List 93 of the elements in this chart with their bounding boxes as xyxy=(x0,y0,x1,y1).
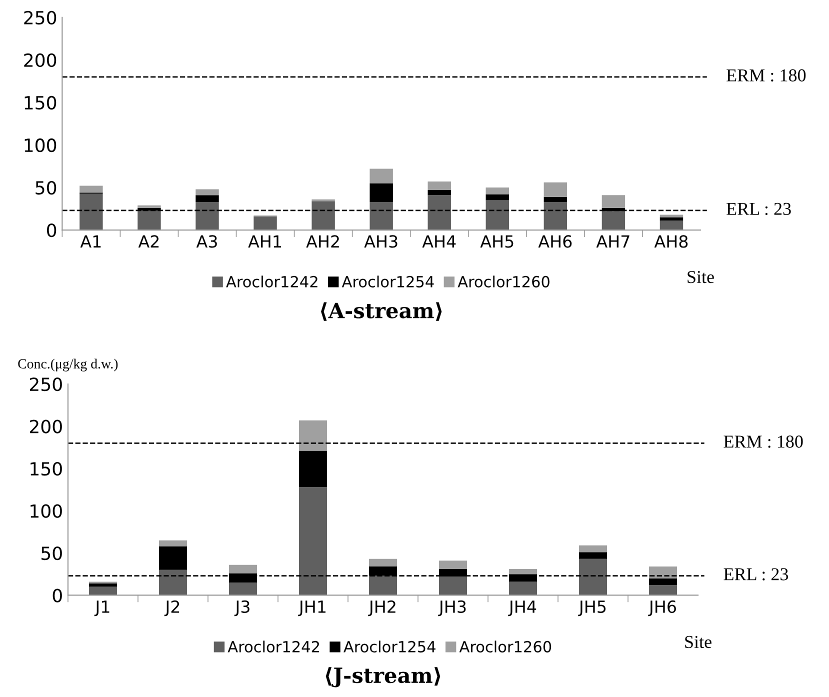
x-tick-label: JH2 xyxy=(368,600,396,616)
bar xyxy=(298,450,327,488)
y-tick-label: 200 xyxy=(24,53,56,68)
bar xyxy=(649,585,678,596)
legend-label: Aroclor1260 xyxy=(459,640,552,652)
bar xyxy=(579,558,608,596)
x-tick-label: A3 xyxy=(196,235,217,248)
x-tick-label: AH6 xyxy=(538,235,572,248)
y-tick-label: 200 xyxy=(30,420,62,434)
x-tick-label: AH8 xyxy=(654,235,688,248)
y-tick-label: 250 xyxy=(30,378,62,392)
bar xyxy=(80,193,103,230)
x-tick-label: JH5 xyxy=(578,600,606,616)
bar xyxy=(138,205,161,208)
bar xyxy=(196,189,219,196)
x-tick-label: AH7 xyxy=(596,235,630,248)
bar xyxy=(370,183,393,202)
bar xyxy=(368,558,397,567)
x-tick-label: JH3 xyxy=(438,600,466,616)
x-tick-label: JH6 xyxy=(648,600,676,616)
bar xyxy=(439,576,468,596)
bar xyxy=(158,570,187,596)
ref-line-label: ERM : 180 xyxy=(724,436,803,448)
bar xyxy=(509,582,538,596)
x-tick-label: A2 xyxy=(138,235,159,248)
bar xyxy=(486,200,510,230)
x-axis-title: Site xyxy=(688,270,714,284)
bar xyxy=(579,545,608,552)
x-tick-label: AH5 xyxy=(480,235,514,248)
x-tick-label: J1 xyxy=(94,600,110,616)
bar xyxy=(544,202,568,230)
bar xyxy=(649,566,678,578)
legend-label: Aroclor1242 xyxy=(228,640,319,652)
x-tick-label: AH2 xyxy=(306,235,339,248)
y-tick-label: 150 xyxy=(24,96,56,110)
bar xyxy=(439,560,468,570)
bar xyxy=(649,578,678,586)
ref-line-label: ERM : 180 xyxy=(726,69,806,82)
x-axis-title: Site xyxy=(685,636,712,648)
bar xyxy=(660,214,684,218)
bar xyxy=(602,195,626,208)
bar xyxy=(88,583,117,587)
bar xyxy=(298,487,327,596)
bar xyxy=(428,195,451,230)
y-tick-label: 0 xyxy=(47,223,56,238)
x-tick-label: J2 xyxy=(164,600,180,616)
bar xyxy=(368,576,397,596)
bar xyxy=(80,186,103,193)
y-tick-label: 250 xyxy=(24,10,56,25)
bar xyxy=(196,202,219,230)
bar xyxy=(579,552,608,559)
legend-label: Aroclor1254 xyxy=(342,276,434,288)
x-tick-label: AH4 xyxy=(422,235,456,248)
x-tick-label: JH1 xyxy=(298,600,326,616)
bar xyxy=(138,210,161,230)
legend-label: Aroclor1254 xyxy=(344,640,436,652)
x-tick-label: JH4 xyxy=(508,600,536,616)
bar xyxy=(486,194,510,200)
y-tick-label: 50 xyxy=(36,180,56,195)
bar xyxy=(660,220,684,230)
bar xyxy=(486,187,510,194)
y-tick-label: 100 xyxy=(24,138,56,152)
bar xyxy=(228,582,257,596)
bar xyxy=(370,168,393,184)
x-tick-label: A1 xyxy=(80,235,101,248)
bar xyxy=(509,569,538,574)
bar xyxy=(254,216,277,230)
y-tick-label: 150 xyxy=(30,462,62,476)
legend-label: Aroclor1260 xyxy=(458,276,550,288)
bar xyxy=(158,546,187,570)
y-tick-label: 50 xyxy=(42,546,62,560)
text: ⟨A-stream⟩ xyxy=(321,302,442,321)
bar xyxy=(196,195,219,202)
text: ⟨J-stream⟩ xyxy=(326,667,440,688)
y-tick-label: 100 xyxy=(30,504,62,518)
bar xyxy=(602,211,626,230)
x-tick-label: AH1 xyxy=(248,235,282,248)
x-tick-label: AH3 xyxy=(364,235,398,248)
bar xyxy=(544,182,568,197)
legend-label: Aroclor1242 xyxy=(226,276,318,288)
bar xyxy=(158,540,187,546)
bar xyxy=(428,182,451,190)
bar xyxy=(544,196,568,202)
bar xyxy=(228,564,257,574)
bar xyxy=(298,420,327,451)
y-axis-title: Conc.(μg/kg d.w.) xyxy=(18,358,118,372)
bar xyxy=(370,202,393,230)
ref-line-label: ERL : 23 xyxy=(724,568,788,580)
bar xyxy=(312,201,335,230)
bar xyxy=(428,190,451,196)
y-tick-label: 0 xyxy=(52,588,62,602)
x-tick-label: J3 xyxy=(234,600,250,616)
ref-line-label: ERL : 23 xyxy=(726,202,791,216)
